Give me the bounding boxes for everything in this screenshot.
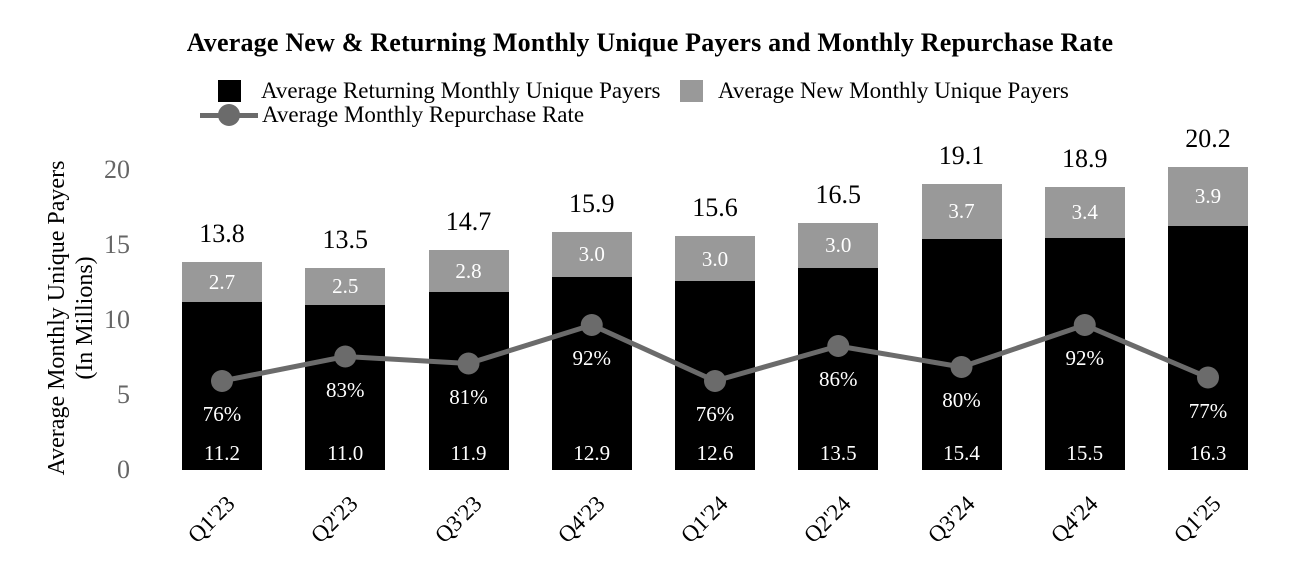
bar-segment-returning — [551, 276, 632, 470]
y-axis-tick-label: 15 — [104, 230, 130, 259]
repurchase-rate-label: 83% — [326, 377, 365, 402]
y-axis-tick-label: 5 — [117, 380, 130, 409]
bar-total-label: 16.5 — [815, 179, 862, 209]
bar-segment-new — [305, 267, 386, 305]
repurchase-rate-point — [334, 345, 357, 368]
bar-segment-returning — [305, 305, 386, 470]
y-axis-tick-label: 20 — [104, 155, 130, 184]
repurchase-rate-point — [950, 356, 973, 378]
returning-payers-value-label: 12.6 — [696, 441, 734, 465]
bar-segment-new — [551, 231, 632, 277]
repurchase-rate-line-marker-icon — [200, 103, 258, 127]
returning-payers-value-label: 15.4 — [943, 441, 980, 465]
returning-payers-value-label: 15.5 — [1066, 441, 1104, 465]
repurchase-rate-point — [1073, 314, 1096, 336]
bar-segment-returning — [1168, 225, 1248, 470]
repurchase-rate-label: 81% — [449, 384, 488, 409]
bar-segment-new — [428, 249, 509, 292]
repurchase-rate-point — [211, 370, 233, 392]
new-payers-value-label: 2.5 — [332, 274, 359, 299]
repurchase-rate-point — [580, 314, 603, 336]
bar-total-label: 13.8 — [199, 218, 245, 248]
legend-label-returning-payers: Average Returning Monthly Unique Payers — [261, 78, 661, 103]
new-payers-value-label: 3.9 — [1194, 184, 1222, 209]
bar-total-label: 18.9 — [1062, 143, 1108, 173]
repurchase-rate-point — [1197, 366, 1219, 389]
repurchase-rate-label: 76% — [202, 402, 242, 426]
bar-total-label: 15.6 — [692, 193, 738, 222]
repurchase-rate-label: 86% — [819, 367, 858, 391]
bar-segment-returning — [428, 291, 509, 470]
new-payers-value-label: 3.7 — [948, 199, 975, 224]
bar-segment-new — [182, 261, 262, 302]
bar-total-label: 20.2 — [1185, 124, 1231, 153]
bar-segment-new — [798, 222, 879, 268]
bar-segment-returning — [1044, 237, 1125, 470]
returning-payers-value-label: 16.3 — [1189, 441, 1227, 465]
y-axis-tick-label: 0 — [117, 455, 130, 484]
returning-payers-value-label: 12.9 — [573, 441, 611, 465]
returning-payers-value-label: 13.5 — [819, 441, 857, 465]
bar-segment-new — [921, 183, 1002, 239]
legend-item-repurchase-rate: Average Monthly Repurchase Rate — [200, 102, 584, 128]
repurchase-rate-point — [827, 335, 850, 357]
legend-label-repurchase-rate: Average Monthly Repurchase Rate — [262, 102, 585, 127]
bar-total-label: 19.1 — [938, 140, 985, 170]
returning-payers-value-label: 11.9 — [450, 441, 487, 465]
repurchase-rate-label: 80% — [942, 388, 981, 412]
legend-label-new-payers: Average New Monthly Unique Payers — [718, 78, 1069, 103]
returning-payers-value-label: 11.2 — [204, 441, 240, 465]
legend-item-returning-payers: Average Returning Monthly Unique Payers — [218, 78, 660, 104]
bar-segment-new — [1044, 186, 1125, 238]
returning-payers-value-label: 11.0 — [327, 441, 364, 465]
y-axis-tick-label: 10 — [104, 305, 130, 334]
new-payers-value-label: 3.0 — [578, 242, 605, 266]
bar-segment-returning — [798, 267, 879, 470]
legend-item-new-payers: Average New Monthly Unique Payers — [680, 78, 1069, 104]
bar-segment-new — [1168, 167, 1248, 226]
bar-segment-returning — [921, 239, 1002, 470]
repurchase-rate-label: 76% — [695, 402, 735, 426]
repurchase-rate-label: 92% — [1065, 346, 1105, 370]
bar-segment-new — [675, 236, 755, 281]
new-payers-value-label: 2.7 — [208, 269, 236, 294]
repurchase-rate-label: 92% — [572, 346, 612, 370]
returning-payers-swatch-icon — [218, 80, 241, 102]
bar-total-label: 15.9 — [569, 188, 615, 218]
bar-total-label: 13.5 — [322, 224, 369, 254]
new-payers-value-label: 3.0 — [825, 233, 852, 257]
bar-total-label: 14.7 — [445, 206, 492, 236]
new-payers-swatch-icon — [680, 80, 703, 102]
repurchase-rate-point — [457, 352, 480, 375]
new-payers-value-label: 2.8 — [455, 258, 482, 283]
repurchase-rate-point — [704, 370, 726, 392]
new-payers-value-label: 3.0 — [701, 246, 729, 271]
chart-title: Average New & Returning Monthly Unique P… — [186, 28, 1114, 57]
repurchase-rate-label: 77% — [1188, 398, 1228, 423]
new-payers-value-label: 3.4 — [1071, 200, 1098, 224]
